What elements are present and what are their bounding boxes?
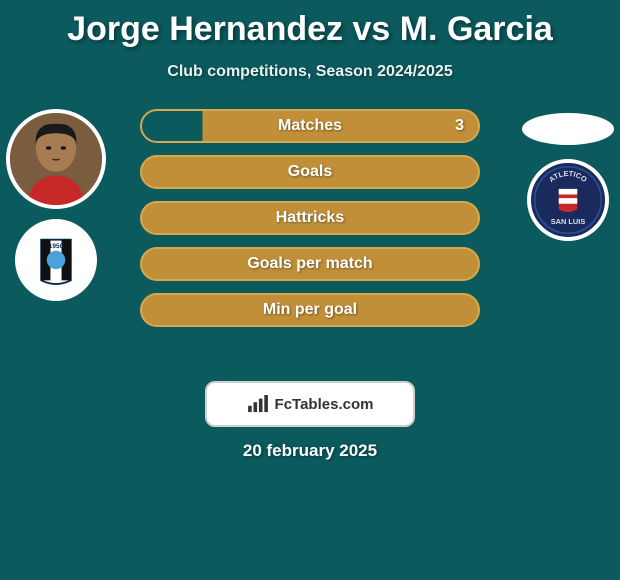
stat-value-right: 3 — [455, 117, 464, 135]
stat-goals-per-match: Goals per match — [140, 247, 480, 281]
player-left-block: 1950 — [6, 109, 106, 301]
player-right-placeholder — [522, 113, 614, 145]
stat-label: Matches — [278, 117, 342, 135]
stat-label: Hattricks — [276, 209, 344, 227]
svg-text:1950: 1950 — [49, 243, 64, 250]
svg-text:SAN LUIS: SAN LUIS — [551, 217, 586, 226]
stat-matches: Matches 3 — [140, 109, 480, 143]
stat-label: Min per goal — [263, 301, 357, 319]
brand-label: FcTables.com — [275, 396, 374, 413]
stat-min-per-goal: Min per goal — [140, 293, 480, 327]
comparison-container: Jorge Hernandez vs M. Garcia Club compet… — [0, 0, 620, 461]
club-badge-right: ATLETICO SAN LUIS — [527, 159, 609, 241]
player-right-block: ATLETICO SAN LUIS — [522, 109, 614, 241]
player-left-avatar — [6, 109, 106, 209]
comparison-date: 20 february 2025 — [0, 441, 620, 461]
stat-pills: Matches 3 Goals Hattricks Goals per matc… — [140, 109, 480, 327]
club-badge-left: 1950 — [15, 219, 97, 301]
stat-goals: Goals — [140, 155, 480, 189]
bar-chart-icon — [247, 395, 269, 413]
page-subtitle: Club competitions, Season 2024/2025 — [0, 63, 620, 81]
main-area: 1950 ATLETICO SAN LUIS — [0, 109, 620, 369]
stat-hattricks: Hattricks — [140, 201, 480, 235]
stat-label: Goals — [288, 163, 332, 181]
brand-badge[interactable]: FcTables.com — [205, 381, 415, 427]
stat-label: Goals per match — [247, 255, 372, 273]
page-title: Jorge Hernandez vs M. Garcia — [0, 10, 620, 49]
